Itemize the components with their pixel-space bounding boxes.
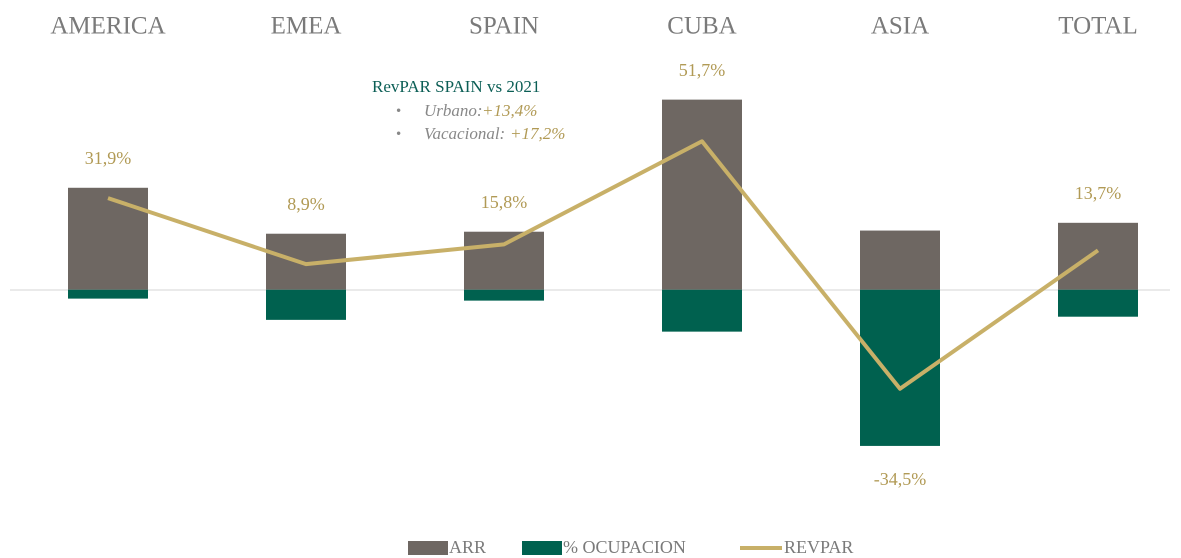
bar [860,230,940,290]
bullet: • [396,103,401,119]
data-label: 8,9% [287,194,325,214]
legend-label: REVPAR [784,537,853,557]
line [107,139,1100,391]
legend-label: % OCUPACION [563,537,686,557]
legend-item: ARR [408,537,486,557]
legend-item: % OCUPACION [522,537,686,557]
bar [1058,222,1138,290]
data-label: 51,7% [679,60,726,80]
category-label: TOTAL [1058,13,1137,40]
legend-swatch [522,541,562,555]
annotation-label: Vacacional: [424,124,505,143]
data-label: 31,9% [85,148,132,168]
annotation-item: • Vacacional: +17,2% [396,124,565,143]
bar [662,289,742,332]
category-label: CUBA [667,13,736,40]
bullet: • [396,126,401,142]
bar [662,99,742,290]
annotation-value: +13,4% [482,101,537,120]
bar [68,289,148,299]
category-label: SPAIN [469,13,539,40]
bar [266,289,346,320]
bar [68,187,148,290]
legend-item: REVPAR [740,537,853,557]
bar [464,231,544,290]
category-label: ASIA [871,13,929,40]
legend-swatch [408,541,448,555]
annotation-title: RevPAR SPAIN vs 2021 [372,77,540,96]
bar [464,289,544,301]
annotation-value: +17,2% [510,124,565,143]
data-label: -34,5% [874,469,927,489]
legend-label: ARR [449,537,486,557]
data-label: 15,8% [481,192,528,212]
annotation-item: • Urbano: +13,4% [396,101,537,120]
annotation-label: Urbano: [424,101,483,120]
bar [1058,289,1138,317]
category-label: AMERICA [50,13,165,40]
category-label: EMEA [271,13,342,40]
data-label: 13,7% [1075,183,1122,203]
